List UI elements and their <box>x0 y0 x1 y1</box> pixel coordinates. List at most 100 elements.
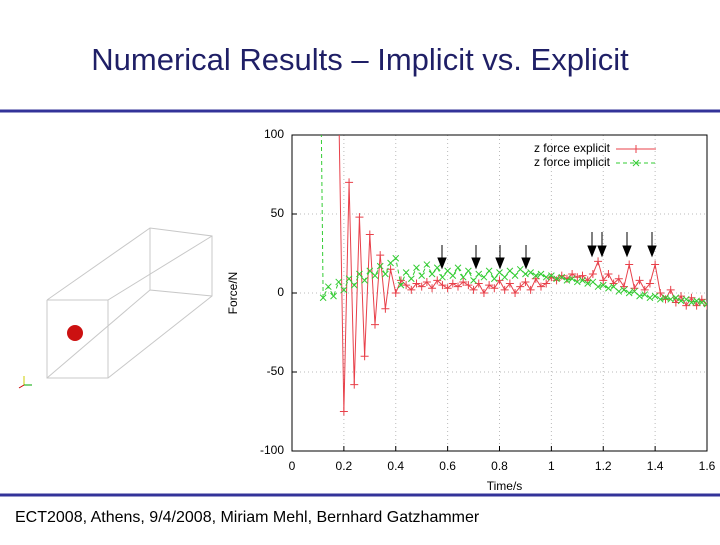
data-point <box>376 251 385 260</box>
data-point <box>438 281 447 290</box>
data-point <box>361 277 368 284</box>
y-tick-label: 100 <box>264 127 284 141</box>
data-point <box>672 294 680 302</box>
data-point <box>454 282 462 291</box>
data-point <box>475 270 483 278</box>
data-point <box>470 277 477 284</box>
data-point <box>365 230 374 239</box>
data-point <box>459 273 467 281</box>
data-point <box>563 277 571 284</box>
data-point <box>511 289 520 297</box>
data-point <box>345 275 353 283</box>
data-point <box>568 275 576 283</box>
axes-icon <box>18 376 32 389</box>
data-point <box>428 284 437 293</box>
data-point <box>645 279 654 288</box>
series-line <box>338 135 707 412</box>
x-tick-label: 0 <box>289 459 296 473</box>
data-point <box>542 273 550 281</box>
data-point <box>459 277 468 286</box>
legend-marker <box>632 159 640 167</box>
data-point <box>578 271 587 280</box>
data-point <box>479 289 488 297</box>
data-point <box>407 275 415 283</box>
data-point <box>594 283 602 291</box>
data-point <box>666 285 675 294</box>
x-tick-label: 0.4 <box>387 459 404 473</box>
data-point <box>371 320 379 329</box>
data-point <box>418 272 426 279</box>
x-axis-label: Time/s <box>487 479 523 493</box>
x-tick-label: 1 <box>548 459 555 473</box>
data-point <box>688 299 695 306</box>
data-point <box>335 99 343 107</box>
y-tick-label: 0 <box>277 285 284 299</box>
data-point <box>682 295 690 303</box>
data-point <box>511 272 519 279</box>
data-point <box>501 273 509 281</box>
data-point <box>330 292 337 300</box>
data-point <box>646 294 654 302</box>
data-point <box>677 297 685 305</box>
data-point <box>454 264 462 272</box>
data-point <box>651 260 660 269</box>
data-point <box>490 275 498 283</box>
data-point <box>423 261 431 268</box>
data-point <box>656 295 664 303</box>
data-point <box>355 213 364 222</box>
data-point <box>640 285 649 294</box>
data-point <box>443 284 452 293</box>
data-point <box>542 279 551 288</box>
data-point <box>324 283 332 291</box>
legend-marker <box>632 145 640 153</box>
data-point <box>635 276 644 285</box>
data-point <box>605 284 612 292</box>
data-point <box>413 264 420 272</box>
data-point <box>360 352 369 361</box>
data-point <box>532 272 540 279</box>
data-point <box>376 262 384 270</box>
slide-title: Numerical Results – Implicit vs. Explici… <box>91 42 629 77</box>
data-point <box>350 281 358 289</box>
data-point <box>573 278 581 286</box>
data-point <box>469 285 478 294</box>
data-point <box>439 273 446 281</box>
data-point <box>667 295 675 303</box>
data-point <box>480 273 488 281</box>
data-point <box>558 273 566 281</box>
data-point <box>397 281 405 289</box>
data-point <box>356 270 363 278</box>
sphere <box>67 325 83 341</box>
data-point <box>371 272 379 279</box>
data-point <box>485 281 494 290</box>
data-point <box>547 273 556 282</box>
data-point <box>381 304 390 313</box>
data-point <box>433 264 441 272</box>
data-point <box>568 270 577 279</box>
data-point <box>428 270 436 278</box>
data-point <box>662 294 669 302</box>
data-point <box>516 282 525 291</box>
chart: -100 -50 0 50 100 0 0.2 0.4 0.6 0.8 1 1.2 1.4 1.6 Time… <box>226 99 716 493</box>
x-tick-label: 1.4 <box>647 459 664 473</box>
data-point <box>599 276 608 285</box>
data-point <box>335 278 343 286</box>
data-point <box>584 280 592 287</box>
data-point <box>522 270 529 278</box>
legend-label: z force explicit <box>534 141 611 155</box>
x-tick-label: 0.2 <box>336 459 353 473</box>
legend-label: z force implicit <box>534 155 611 169</box>
data-point <box>553 275 560 283</box>
data-point <box>614 274 623 283</box>
x-tick-label: 0.6 <box>439 459 456 473</box>
data-point <box>625 289 633 297</box>
x-tick-label: 1.6 <box>699 459 716 473</box>
data-point <box>548 272 555 279</box>
data-point <box>521 277 530 286</box>
y-tick-label: 50 <box>271 206 285 220</box>
data-point <box>661 295 670 304</box>
x-tick-label: 1.2 <box>595 459 612 473</box>
data-point <box>537 270 545 278</box>
data-point <box>382 270 389 278</box>
